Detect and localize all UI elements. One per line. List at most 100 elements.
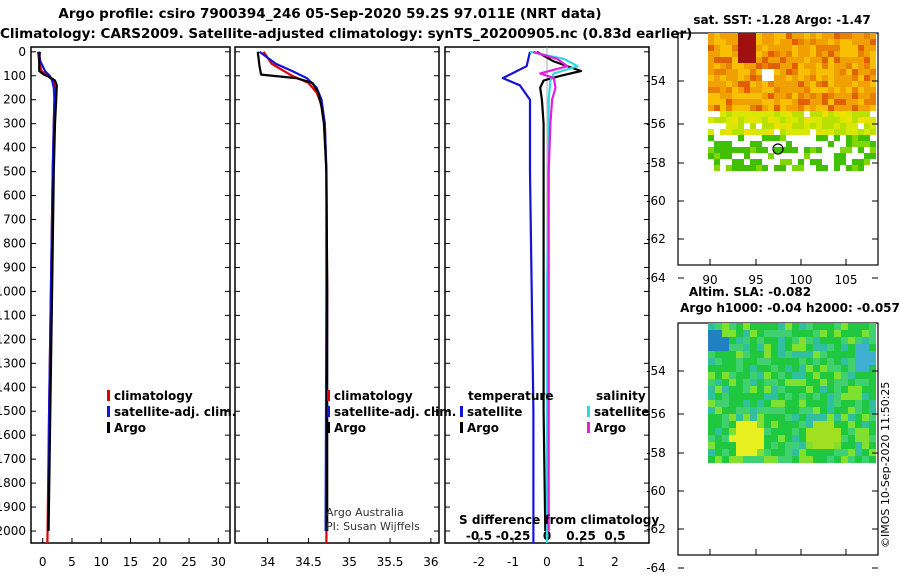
sla-map-title: Altim. SLA: -0.082 bbox=[689, 285, 811, 299]
legend-label-temp-satellite: satellite bbox=[467, 405, 522, 419]
sst-cell bbox=[732, 165, 738, 171]
sst-cell bbox=[852, 57, 858, 63]
sla-cell bbox=[715, 351, 722, 358]
sla-cell bbox=[820, 337, 827, 344]
sst-cell bbox=[792, 141, 798, 147]
depth-tick-label: 300 bbox=[3, 117, 26, 131]
sst-cell bbox=[804, 117, 810, 123]
sla-cell bbox=[848, 372, 855, 379]
sst-cell bbox=[810, 129, 816, 135]
sst-cell bbox=[798, 105, 804, 111]
sst-cell bbox=[744, 33, 750, 39]
sla-cell bbox=[750, 414, 757, 421]
depth-tick-label: 0 bbox=[18, 45, 26, 59]
sst-cell bbox=[762, 57, 768, 63]
sst-cell bbox=[858, 39, 864, 45]
legend-swatch-climatology bbox=[327, 390, 330, 401]
sla-cell bbox=[855, 344, 862, 351]
sst-cell bbox=[786, 39, 792, 45]
sst-cell bbox=[774, 39, 780, 45]
sst-cell bbox=[732, 159, 738, 165]
sst-cell bbox=[828, 123, 834, 129]
sla-cell bbox=[855, 386, 862, 393]
sst-cell bbox=[828, 81, 834, 87]
sst-cell bbox=[714, 39, 720, 45]
sst-cell bbox=[822, 159, 828, 165]
sst-cell bbox=[870, 159, 876, 165]
sla-cell bbox=[855, 414, 862, 421]
sla-cell bbox=[848, 344, 855, 351]
sla-cell bbox=[743, 407, 750, 414]
sla-cell bbox=[750, 386, 757, 393]
sla-cell bbox=[820, 330, 827, 337]
sst-cell bbox=[798, 63, 804, 69]
sst-cell bbox=[720, 159, 726, 165]
sst-cell bbox=[804, 45, 810, 51]
sst-cell bbox=[774, 105, 780, 111]
sst-cell bbox=[720, 105, 726, 111]
sla-map-cells bbox=[708, 323, 876, 463]
sla-cell bbox=[862, 456, 869, 463]
sla-cell bbox=[764, 428, 771, 435]
sst-cell bbox=[864, 123, 870, 129]
sla-cell bbox=[736, 365, 743, 372]
series-line bbox=[37, 51, 56, 532]
sst-cell bbox=[714, 147, 720, 153]
sla-cell bbox=[757, 323, 764, 330]
salinity-panel-frame bbox=[234, 46, 440, 544]
sst-cell bbox=[834, 81, 840, 87]
sla-cell bbox=[862, 351, 869, 358]
sst-cell bbox=[816, 165, 822, 171]
sst-cell bbox=[834, 63, 840, 69]
sla-cell bbox=[715, 365, 722, 372]
sst-cell bbox=[738, 51, 744, 57]
sst-cell bbox=[870, 81, 876, 87]
sla-cell bbox=[778, 372, 785, 379]
sst-cell bbox=[798, 99, 804, 105]
sst-cell bbox=[750, 93, 756, 99]
sla-cell bbox=[806, 400, 813, 407]
sst-cell bbox=[738, 159, 744, 165]
sst-cell bbox=[732, 123, 738, 129]
sla-cell bbox=[729, 428, 736, 435]
sla-cell bbox=[722, 449, 729, 456]
sst-cell bbox=[840, 75, 846, 81]
sst-cell bbox=[858, 123, 864, 129]
sst-cell bbox=[858, 33, 864, 39]
sst-cell bbox=[786, 135, 792, 141]
sla-cell bbox=[799, 414, 806, 421]
sst-cell bbox=[822, 87, 828, 93]
sla-cell bbox=[827, 456, 834, 463]
sst-cell bbox=[744, 39, 750, 45]
sst-cell bbox=[720, 93, 726, 99]
x2-tick-label: -0.25 bbox=[496, 529, 531, 543]
sst-cell bbox=[810, 45, 816, 51]
sst-cell bbox=[714, 45, 720, 51]
sst-cell bbox=[822, 99, 828, 105]
sst-cell bbox=[852, 123, 858, 129]
sst-cell bbox=[732, 57, 738, 63]
sla-cell bbox=[743, 393, 750, 400]
sst-cell bbox=[732, 51, 738, 57]
sla-cell bbox=[848, 414, 855, 421]
legend-swatch-sal-argo bbox=[587, 422, 590, 433]
sst-cell bbox=[792, 33, 798, 39]
sst-cell bbox=[774, 111, 780, 117]
depth-tick-label: 1700 bbox=[0, 452, 26, 466]
sst-cell bbox=[846, 153, 852, 159]
sla-cell bbox=[841, 407, 848, 414]
sla-cell bbox=[764, 372, 771, 379]
sla-cell bbox=[785, 435, 792, 442]
sla-cell bbox=[869, 421, 876, 428]
depth-tick-label: 1500 bbox=[0, 404, 26, 418]
depth-tick-label: 1200 bbox=[0, 332, 26, 346]
sla-cell bbox=[827, 379, 834, 386]
sla-cell bbox=[785, 351, 792, 358]
sst-cell bbox=[768, 123, 774, 129]
sla-cell bbox=[855, 456, 862, 463]
sst-cell bbox=[768, 57, 774, 63]
sst-cell bbox=[816, 123, 822, 129]
sst-cell bbox=[864, 111, 870, 117]
sla-cell bbox=[813, 421, 820, 428]
